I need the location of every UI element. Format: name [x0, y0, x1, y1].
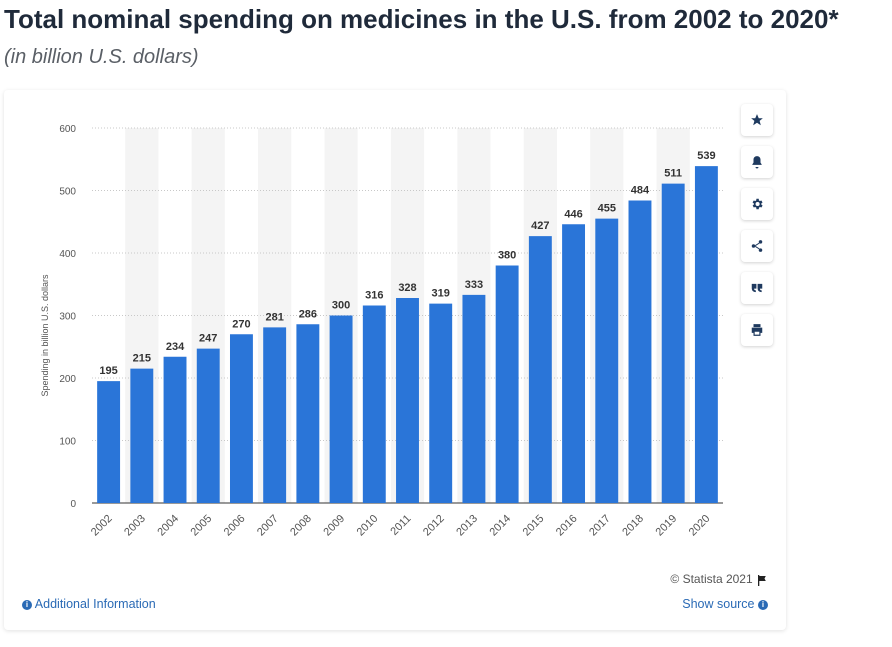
bar — [462, 294, 486, 503]
show-source-link[interactable]: Show source i — [682, 597, 768, 611]
bar — [229, 334, 253, 503]
data-label: 247 — [199, 333, 217, 345]
print-icon — [751, 324, 763, 336]
side-toolbar — [741, 104, 773, 346]
x-tick-label: 2020 — [687, 513, 713, 539]
copyright-label: © Statista 2021 — [670, 572, 753, 586]
x-tick-label: 2006 — [222, 513, 248, 539]
data-label: 215 — [133, 353, 151, 365]
bar — [362, 305, 386, 503]
data-label: 234 — [166, 341, 185, 353]
x-tick-label: 2015 — [521, 513, 547, 539]
x-tick-label: 2018 — [620, 513, 646, 539]
x-tick-label: 2009 — [321, 513, 347, 539]
data-label: 316 — [365, 290, 383, 302]
additional-information-link[interactable]: i Additional Information — [22, 597, 156, 611]
bell-icon — [752, 156, 762, 169]
data-label: 300 — [332, 300, 350, 312]
settings-button[interactable] — [741, 188, 773, 220]
page-title: Total nominal spending on medicines in t… — [4, 4, 839, 34]
data-label: 484 — [631, 185, 650, 197]
bell-button[interactable] — [741, 146, 773, 178]
bar — [562, 224, 586, 503]
show-source-label: Show source — [682, 597, 755, 611]
quote-icon — [751, 283, 763, 293]
info-icon: i — [22, 599, 32, 610]
data-label: 328 — [398, 282, 416, 294]
x-tick-label: 2017 — [587, 513, 613, 539]
y-tick-label: 300 — [59, 312, 76, 323]
x-tick-label: 2008 — [288, 513, 314, 539]
info-icon: i — [758, 599, 768, 610]
star-icon — [751, 114, 763, 126]
y-tick-label: 600 — [59, 124, 76, 135]
copyright-text: © Statista 2021 — [670, 572, 768, 586]
x-tick-label: 2002 — [89, 513, 115, 539]
x-tick-label: 2007 — [255, 513, 281, 539]
x-tick-label: 2005 — [189, 513, 215, 539]
data-label: 281 — [265, 311, 283, 323]
bar — [595, 218, 619, 503]
share-button[interactable] — [741, 230, 773, 262]
x-tick-label: 2003 — [122, 513, 148, 539]
data-label: 511 — [664, 168, 682, 180]
bar-chart: 0 100 200 300 400 500 600 Spending in billion U… — [40, 124, 723, 539]
y-tick-label: 100 — [59, 437, 76, 448]
bar — [97, 381, 121, 503]
bar — [163, 356, 187, 503]
data-label: 455 — [598, 203, 616, 215]
x-tick-label: 2004 — [155, 513, 181, 539]
x-tick-label: 2010 — [355, 513, 381, 539]
bar — [429, 303, 453, 503]
x-tick-label: 2012 — [421, 513, 447, 539]
page-subtitle: (in billion U.S. dollars) — [4, 46, 199, 68]
data-label: 195 — [99, 365, 117, 377]
bar — [296, 324, 320, 503]
bar — [329, 315, 353, 503]
x-tick-label: 2016 — [554, 513, 580, 539]
star-button[interactable] — [741, 104, 773, 136]
print-button[interactable] — [741, 314, 773, 346]
bar — [495, 265, 519, 503]
data-label: 286 — [299, 308, 317, 320]
y-axis-title: Spending in billion U.S. dollars — [40, 274, 50, 397]
data-label: 333 — [465, 279, 483, 291]
bar — [528, 236, 552, 503]
x-tick-label: 2011 — [388, 513, 413, 538]
gear-icon — [752, 198, 763, 210]
data-label: 446 — [564, 208, 582, 220]
cite-button[interactable] — [741, 272, 773, 304]
bar — [661, 183, 685, 503]
x-tick-label: 2013 — [454, 513, 480, 539]
bar — [263, 327, 287, 503]
x-tick-label: 2014 — [487, 513, 513, 539]
data-label: 270 — [232, 318, 250, 330]
y-tick-label: 500 — [59, 187, 76, 198]
data-label: 319 — [432, 288, 450, 300]
y-tick-label: 200 — [59, 374, 76, 385]
chart-card: 0 100 200 300 400 500 600 Spending in billion U… — [4, 90, 786, 630]
data-label: 539 — [697, 150, 715, 162]
bar — [628, 200, 652, 503]
bar — [130, 368, 154, 503]
bar — [694, 166, 718, 503]
data-label: 427 — [531, 220, 549, 232]
y-tick-label: 0 — [70, 499, 76, 510]
bar — [196, 348, 220, 503]
data-label: 380 — [498, 250, 516, 262]
x-tick-label: 2019 — [654, 513, 680, 539]
y-tick-label: 400 — [59, 249, 76, 260]
bar — [396, 298, 419, 503]
share-icon — [751, 240, 763, 252]
flag-icon[interactable] — [756, 574, 768, 586]
additional-information-label: Additional Information — [34, 597, 156, 611]
